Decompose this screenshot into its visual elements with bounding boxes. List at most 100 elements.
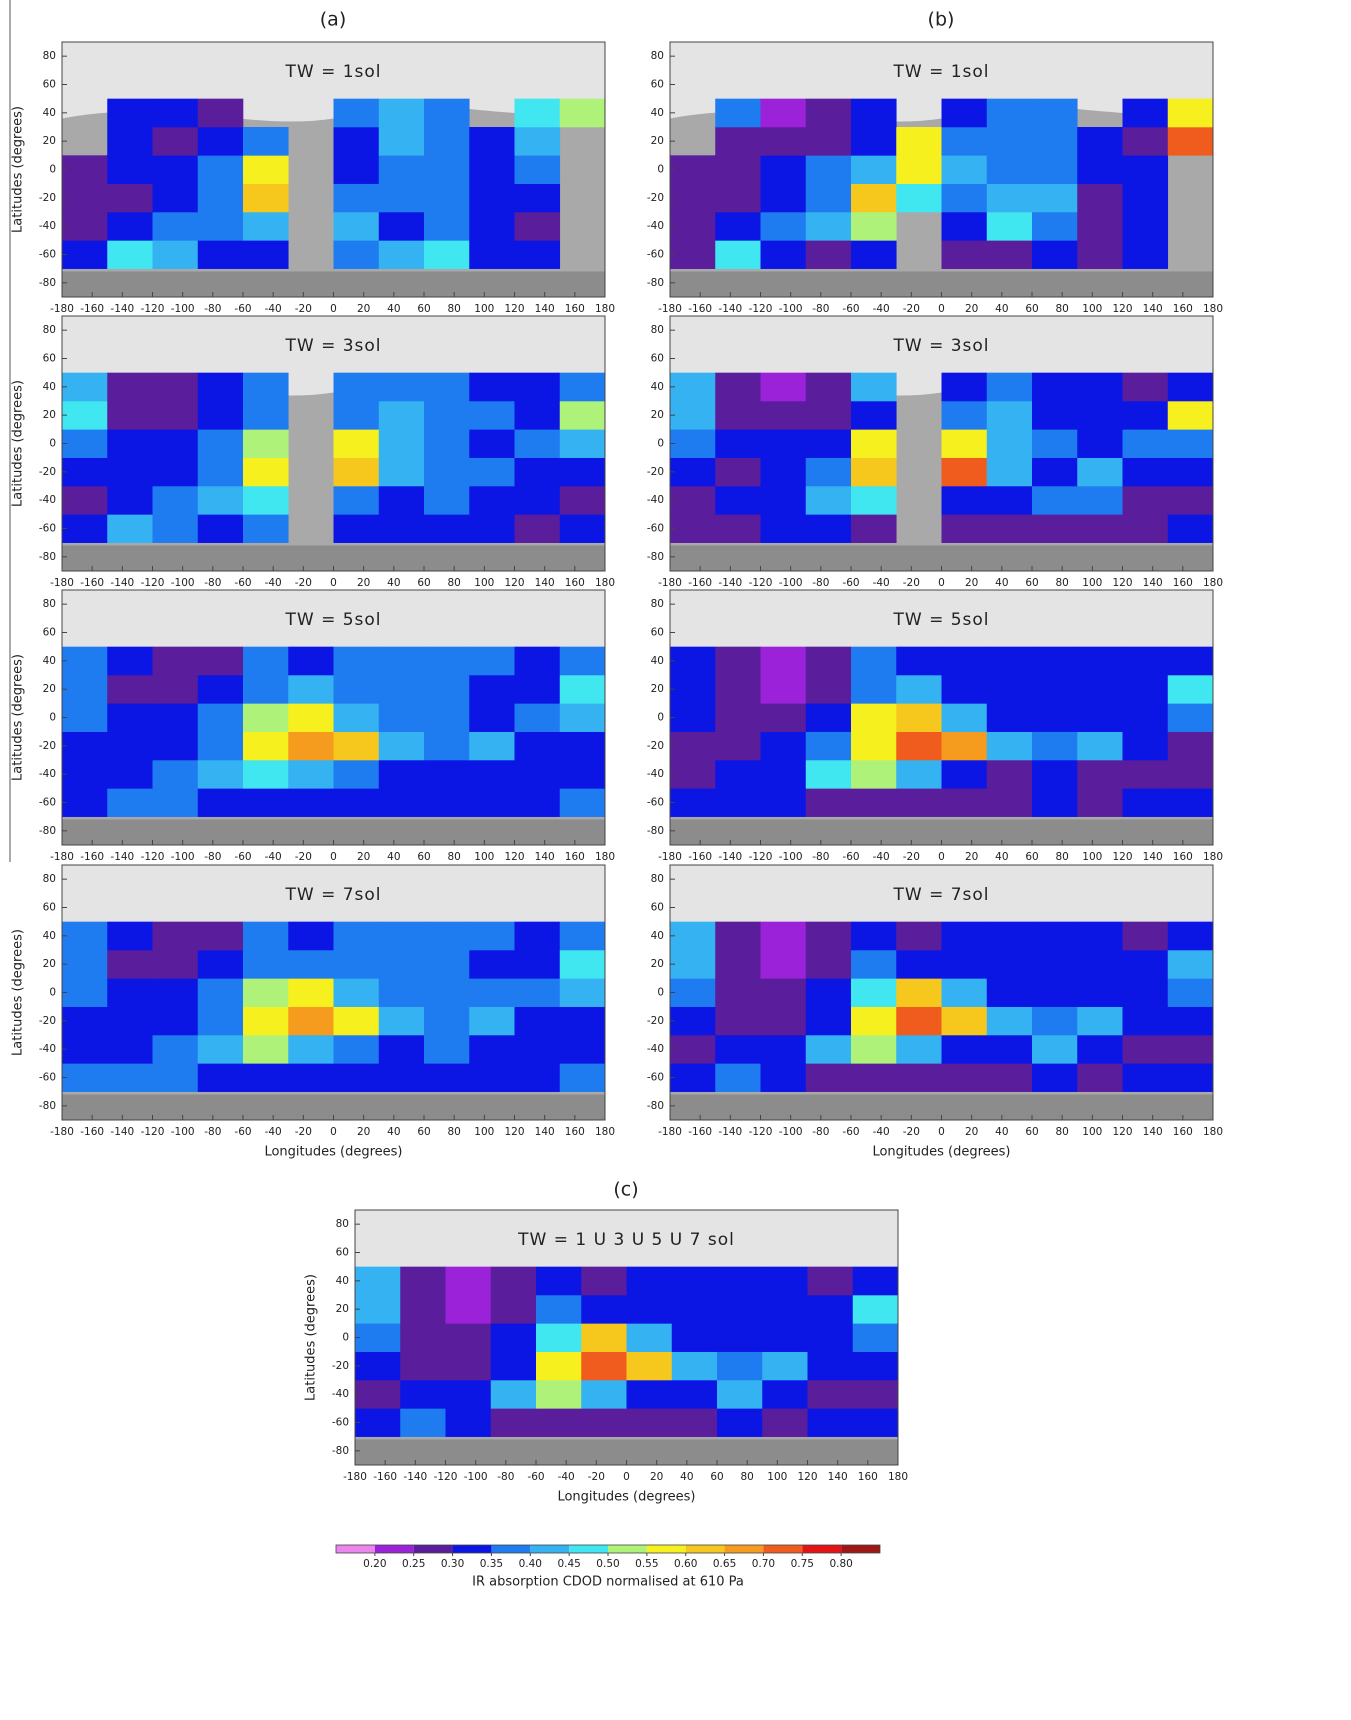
cell [536,1380,582,1409]
cell [400,1380,446,1409]
panel-title: TW = 5sol [284,610,381,630]
cell [1122,1063,1169,1092]
x-tick-label: -140 [718,1126,742,1138]
cell [717,1323,763,1352]
cell [941,240,988,269]
cell [62,1006,108,1036]
cell [152,486,199,515]
cell [424,240,470,269]
x-tick-label: 100 [474,577,494,589]
cell [355,1408,401,1437]
cell [1077,183,1123,213]
cell [986,978,1033,1007]
x-tick-label: -160 [80,1126,104,1138]
y-tick-label: -60 [39,797,56,809]
y-tick-label: 80 [43,873,56,885]
cell [288,788,334,817]
cell [1122,372,1169,402]
cell [670,788,716,817]
y-tick-label: 20 [43,409,56,421]
y-tick-label: 0 [657,164,664,176]
colorbar-tick-label: 0.55 [635,1558,658,1570]
y-tick-label: 80 [651,324,664,336]
cell [152,514,199,543]
cell [490,1408,537,1437]
x-tick-label: 100 [767,1471,787,1483]
y-tick-label: 80 [336,1218,349,1230]
cell [197,731,244,761]
cell [1077,1063,1123,1092]
cell [152,240,199,269]
cell [986,1035,1033,1064]
cell [514,486,561,515]
y-tick-label: -80 [39,1100,56,1112]
x-tick-label: -140 [403,1471,427,1483]
cell [559,1006,606,1036]
x-tick-label: -20 [903,577,920,589]
cell [715,429,761,458]
panel-title: TW = 7sol [284,885,381,905]
cell [514,978,561,1007]
cell [243,731,289,761]
cell [941,788,988,817]
x-tick-label: 80 [740,1471,753,1483]
cell [152,788,199,817]
cell [559,703,606,732]
cell [197,486,244,515]
y-tick-label: 0 [657,438,664,450]
x-tick-label: -100 [171,303,195,315]
cell [941,978,988,1007]
cell [62,514,108,543]
y-tick-label: 60 [651,902,664,914]
x-tick-label: -40 [873,577,890,589]
cell [760,760,807,789]
cell [62,760,108,789]
y-tick-label: -40 [647,768,664,780]
y-tick-label: -20 [647,466,664,478]
y-tick-label: -80 [647,551,664,563]
x-tick-label: 100 [1082,577,1102,589]
cell [378,429,425,458]
cell [941,183,988,213]
cell [378,155,425,184]
cell [424,760,470,789]
cell [626,1408,673,1437]
colorbar-tick-label: 0.50 [596,1558,619,1570]
cell [941,457,988,487]
cell [62,1063,108,1092]
x-tick-label: -40 [265,851,282,863]
cell [469,921,515,951]
y-tick-label: -40 [39,1043,56,1055]
x-tick-label: 60 [1025,303,1038,315]
x-tick-label: 160 [1173,577,1193,589]
x-tick-label: 140 [1143,577,1163,589]
x-tick-label: -180 [50,577,74,589]
cell [1167,950,1214,979]
cell [717,1408,763,1437]
cell [514,155,561,184]
cell [62,401,108,430]
cell [1167,1006,1214,1036]
cell [107,401,153,430]
cell [896,978,942,1007]
cell [896,731,942,761]
y-tick-label: -60 [39,249,56,261]
cell [1077,212,1123,241]
cell [107,703,153,732]
cell [514,1063,561,1092]
cell [424,921,470,951]
cell [1077,760,1123,789]
cell [941,731,988,761]
cell [333,703,380,732]
cell [378,950,425,979]
cell [1077,978,1123,1007]
cell [896,1063,942,1092]
cell [986,486,1033,515]
cell [941,921,988,951]
x-tick-label: -120 [749,1126,773,1138]
cell [1032,486,1078,515]
cell [197,514,244,543]
x-tick-label: 100 [1082,1126,1102,1138]
cell [514,788,561,817]
cell [762,1266,808,1296]
